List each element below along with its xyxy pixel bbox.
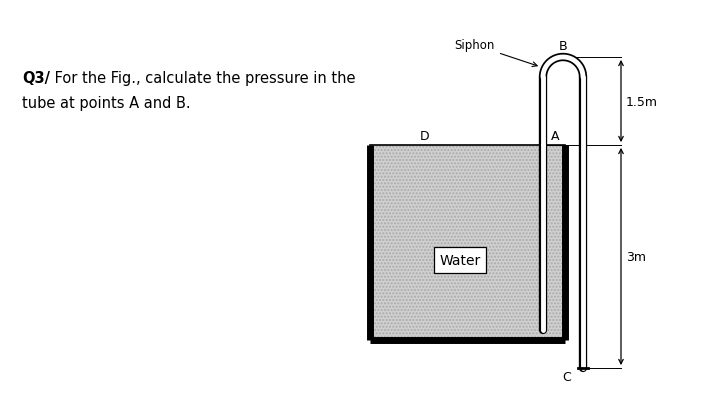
Text: 3m: 3m: [626, 250, 646, 263]
Text: 1.5m: 1.5m: [626, 95, 658, 108]
Text: Q3/: Q3/: [22, 71, 50, 86]
Text: tube at points A and B.: tube at points A and B.: [22, 96, 191, 111]
Text: For the Fig., calculate the pressure in the: For the Fig., calculate the pressure in …: [50, 71, 356, 86]
Bar: [370, 146, 565, 340]
Text: B: B: [559, 40, 567, 53]
Text: C: C: [562, 370, 571, 383]
Text: Siphon: Siphon: [454, 39, 537, 67]
Text: D: D: [420, 130, 430, 143]
Text: A: A: [551, 130, 559, 143]
Text: Water: Water: [439, 254, 481, 267]
